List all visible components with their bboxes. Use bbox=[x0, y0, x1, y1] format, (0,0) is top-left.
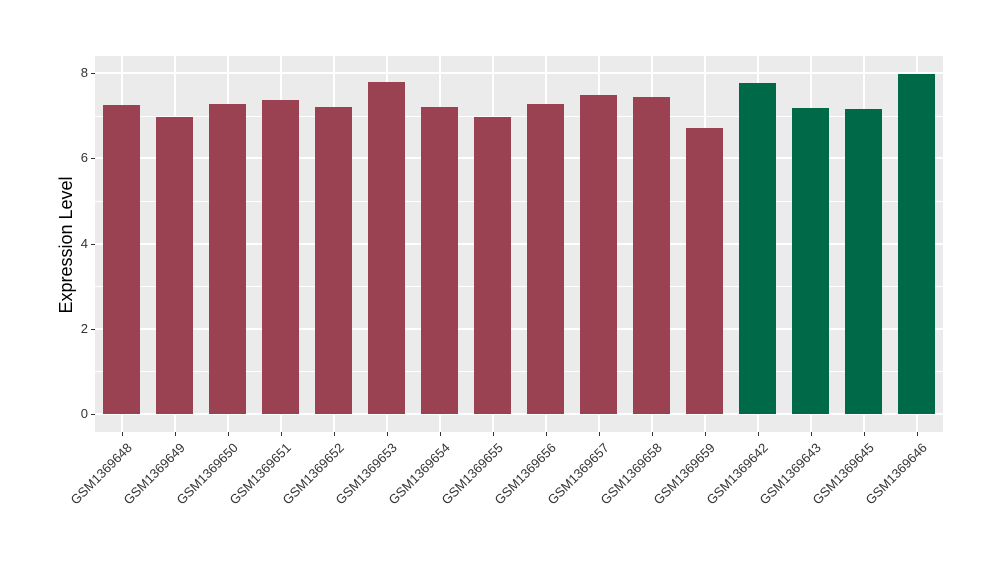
y-tick-mark bbox=[91, 243, 95, 245]
x-tick-mark bbox=[651, 432, 653, 436]
x-tick-mark bbox=[863, 432, 865, 436]
bar-GSM1369654 bbox=[420, 107, 459, 415]
y-tick-mark bbox=[91, 414, 95, 416]
bar-GSM1369650 bbox=[208, 103, 247, 415]
x-tick-mark bbox=[545, 432, 547, 436]
bar-GSM1369648 bbox=[102, 104, 141, 415]
bar-GSM1369657 bbox=[579, 95, 618, 415]
x-tick-mark bbox=[916, 432, 918, 436]
minor-gridline bbox=[95, 371, 943, 373]
bar-GSM1369656 bbox=[526, 103, 565, 415]
x-tick-mark bbox=[598, 432, 600, 436]
minor-gridline bbox=[95, 200, 943, 202]
bar-GSM1369652 bbox=[314, 107, 353, 415]
x-tick-mark bbox=[757, 432, 759, 436]
major-gridline bbox=[95, 242, 943, 245]
x-tick-mark bbox=[704, 432, 706, 436]
y-tick-label: 8 bbox=[80, 65, 88, 81]
x-tick-mark bbox=[280, 432, 282, 436]
x-tick-mark bbox=[174, 432, 176, 436]
bar-GSM1369646 bbox=[897, 73, 936, 415]
bar-GSM1369649 bbox=[155, 117, 194, 415]
major-gridline bbox=[95, 327, 943, 330]
major-gridline bbox=[95, 157, 943, 160]
y-tick-label: 6 bbox=[80, 150, 88, 166]
y-tick-mark bbox=[91, 158, 95, 160]
major-gridline bbox=[95, 72, 943, 75]
y-tick-mark bbox=[91, 73, 95, 75]
x-tick-mark bbox=[227, 432, 229, 436]
x-tick-mark bbox=[386, 432, 388, 436]
y-tick-label: 0 bbox=[80, 406, 88, 422]
y-tick-label: 4 bbox=[80, 235, 88, 251]
x-tick-mark bbox=[121, 432, 123, 436]
y-tick-mark bbox=[91, 328, 95, 330]
minor-gridline bbox=[95, 115, 943, 117]
major-gridline bbox=[95, 413, 943, 416]
x-tick-mark bbox=[439, 432, 441, 436]
bar-GSM1369655 bbox=[473, 116, 512, 415]
y-tick-label: 2 bbox=[80, 320, 88, 336]
bar-GSM1369645 bbox=[844, 109, 883, 415]
minor-gridline bbox=[95, 286, 943, 288]
bar-GSM1369651 bbox=[261, 99, 300, 415]
bar-GSM1369653 bbox=[367, 82, 406, 415]
x-tick-mark bbox=[810, 432, 812, 436]
bar-GSM1369643 bbox=[791, 107, 830, 415]
plot-panel bbox=[95, 56, 943, 432]
x-tick-mark bbox=[333, 432, 335, 436]
x-tick-mark bbox=[492, 432, 494, 436]
bar-GSM1369659 bbox=[685, 128, 724, 415]
bar-GSM1369642 bbox=[738, 83, 777, 415]
bar-GSM1369658 bbox=[632, 97, 671, 415]
